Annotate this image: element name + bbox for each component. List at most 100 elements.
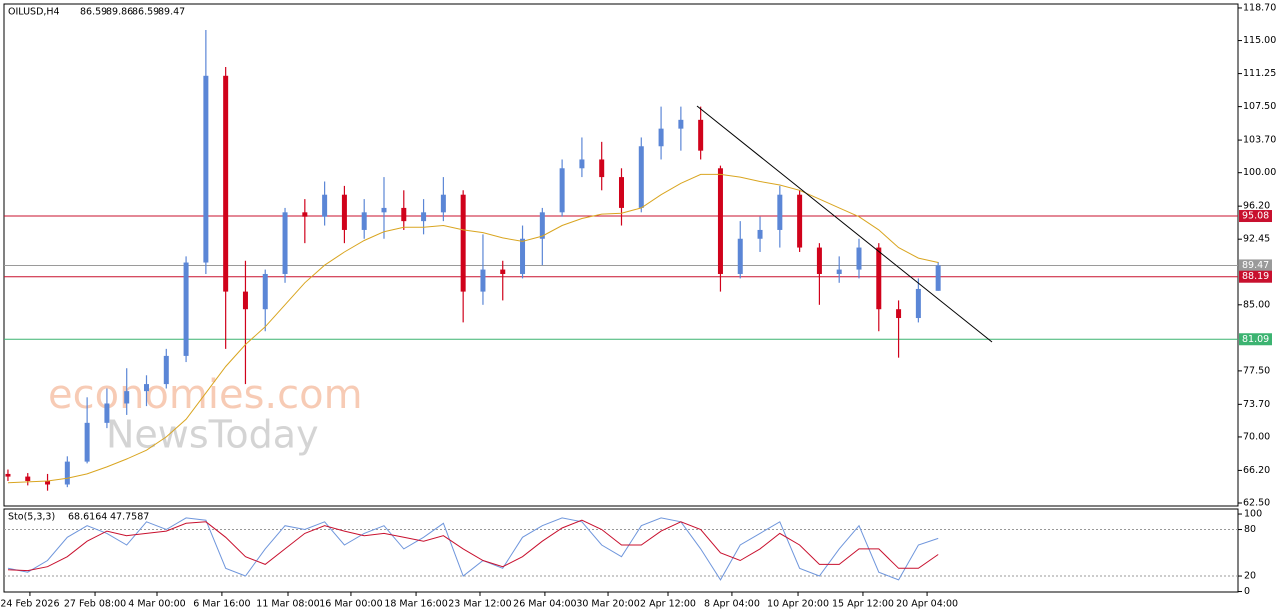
- y-tick-label: 77.50: [1243, 365, 1270, 376]
- chart-title: OILUSD,H4: [8, 7, 60, 18]
- y-tick-label: 66.20: [1243, 465, 1270, 476]
- level-label: 95.08: [1242, 211, 1269, 222]
- candle-body: [757, 229, 763, 239]
- stoch-value: 47.7587: [110, 512, 149, 523]
- level-box: [1239, 210, 1272, 223]
- y-tick-label: 70.00: [1243, 431, 1270, 442]
- candle-body: [856, 247, 862, 270]
- x-tick-label: 8 Apr 04:00: [704, 599, 760, 610]
- y-tick-label: 103.70: [1243, 135, 1276, 146]
- x-tick-label: 24 Feb 2026: [0, 599, 59, 610]
- candle-body: [797, 194, 803, 248]
- ohlc-value: 89.47: [158, 7, 185, 18]
- x-tick-label: 16 Mar 00:00: [319, 599, 382, 610]
- ohlc-value: 86.59: [80, 7, 107, 18]
- candle-body: [341, 194, 347, 230]
- ohlc-value: 89.86: [106, 7, 133, 18]
- candle-body: [242, 291, 248, 310]
- x-tick-label: 6 Mar 16:00: [193, 599, 250, 610]
- watermark: economies.com: [48, 372, 363, 418]
- candle-body: [658, 128, 664, 147]
- x-tick-label: 2 Apr 12:00: [640, 599, 696, 610]
- level-box: [1239, 270, 1272, 283]
- y-tick-label: 100: [1244, 509, 1262, 520]
- candle-body: [361, 212, 367, 230]
- y-tick-label: 80: [1244, 524, 1256, 535]
- candle-body: [223, 75, 229, 292]
- y-tick-label: 62.50: [1243, 498, 1270, 509]
- y-tick-label: 111.25: [1243, 68, 1276, 79]
- candle-body: [440, 194, 446, 213]
- indicator-title: Sto(5,3,3): [8, 512, 55, 523]
- candle-body: [579, 159, 585, 169]
- candle-body: [163, 355, 169, 385]
- x-tick-label: 15 Apr 12:00: [832, 599, 894, 610]
- x-tick-label: 23 Mar 12:00: [448, 599, 511, 610]
- candle-body: [816, 247, 822, 274]
- stoch-line: [7, 517, 939, 581]
- candle-body: [836, 269, 842, 274]
- y-tick-label: 0: [1244, 586, 1250, 597]
- candle-body: [915, 288, 921, 319]
- y-tick-label: 96.20: [1243, 201, 1270, 212]
- candle-body: [104, 403, 110, 423]
- y-tick-label: 73.70: [1243, 399, 1270, 410]
- candle-body: [480, 269, 486, 292]
- stoch-line: [7, 519, 939, 572]
- x-tick-label: 20 Apr 04:00: [896, 599, 958, 610]
- candle-body: [381, 207, 387, 213]
- candle-body: [5, 473, 11, 477]
- stoch-panel: [3, 508, 1239, 593]
- candle-body: [737, 238, 743, 274]
- x-tick-label: 4 Mar 00:00: [128, 599, 185, 610]
- y-tick-label: 115.00: [1243, 35, 1276, 46]
- y-tick-label: 107.50: [1243, 101, 1276, 112]
- y-tick-label: 92.45: [1243, 234, 1270, 245]
- level-box: [1239, 333, 1272, 346]
- candle-body: [520, 238, 526, 274]
- candle-body: [678, 119, 684, 129]
- level-label: 89.47: [1242, 260, 1269, 271]
- candle-body: [717, 168, 723, 274]
- candle-body: [64, 461, 70, 485]
- y-tick-label: 20: [1244, 571, 1256, 582]
- candle-body: [282, 212, 288, 274]
- candle-body: [401, 207, 407, 222]
- candle-body: [599, 159, 605, 178]
- main-panel: [3, 3, 1239, 507]
- trendline: [696, 105, 993, 343]
- candle-body: [124, 391, 130, 404]
- candle-body: [876, 247, 882, 310]
- candle-body: [935, 265, 941, 291]
- x-tick-label: 26 Mar 04:00: [513, 599, 576, 610]
- x-tick-label: 10 Apr 20:00: [767, 599, 829, 610]
- candle-body: [460, 194, 466, 292]
- candle-body: [183, 262, 189, 356]
- candle-body: [84, 422, 90, 462]
- x-tick-label: 30 Mar 20:00: [576, 599, 639, 610]
- candle-body: [698, 119, 704, 151]
- candle-body: [45, 480, 51, 485]
- candle-body: [421, 212, 427, 222]
- level-label: 88.19: [1242, 271, 1269, 282]
- y-tick-label: 85.00: [1243, 299, 1270, 310]
- stoch-value: 68.6164: [68, 512, 107, 523]
- candle-body: [203, 75, 209, 263]
- plot: [4, 29, 1238, 581]
- candle-body: [262, 273, 268, 310]
- candle-body: [559, 168, 565, 213]
- candle-body: [896, 309, 902, 319]
- y-tick-label: 118.70: [1243, 2, 1276, 13]
- moving-average: [7, 173, 939, 484]
- candle-body: [539, 212, 545, 239]
- candle-body: [143, 384, 149, 392]
- candle-body: [777, 194, 783, 230]
- candle-body: [302, 212, 308, 217]
- candle-body: [25, 476, 31, 481]
- ohlc-value: 86.59: [132, 7, 159, 18]
- candle-body: [618, 177, 624, 208]
- x-tick-label: 27 Feb 08:00: [64, 599, 126, 610]
- x-tick-label: 11 Mar 08:00: [256, 599, 319, 610]
